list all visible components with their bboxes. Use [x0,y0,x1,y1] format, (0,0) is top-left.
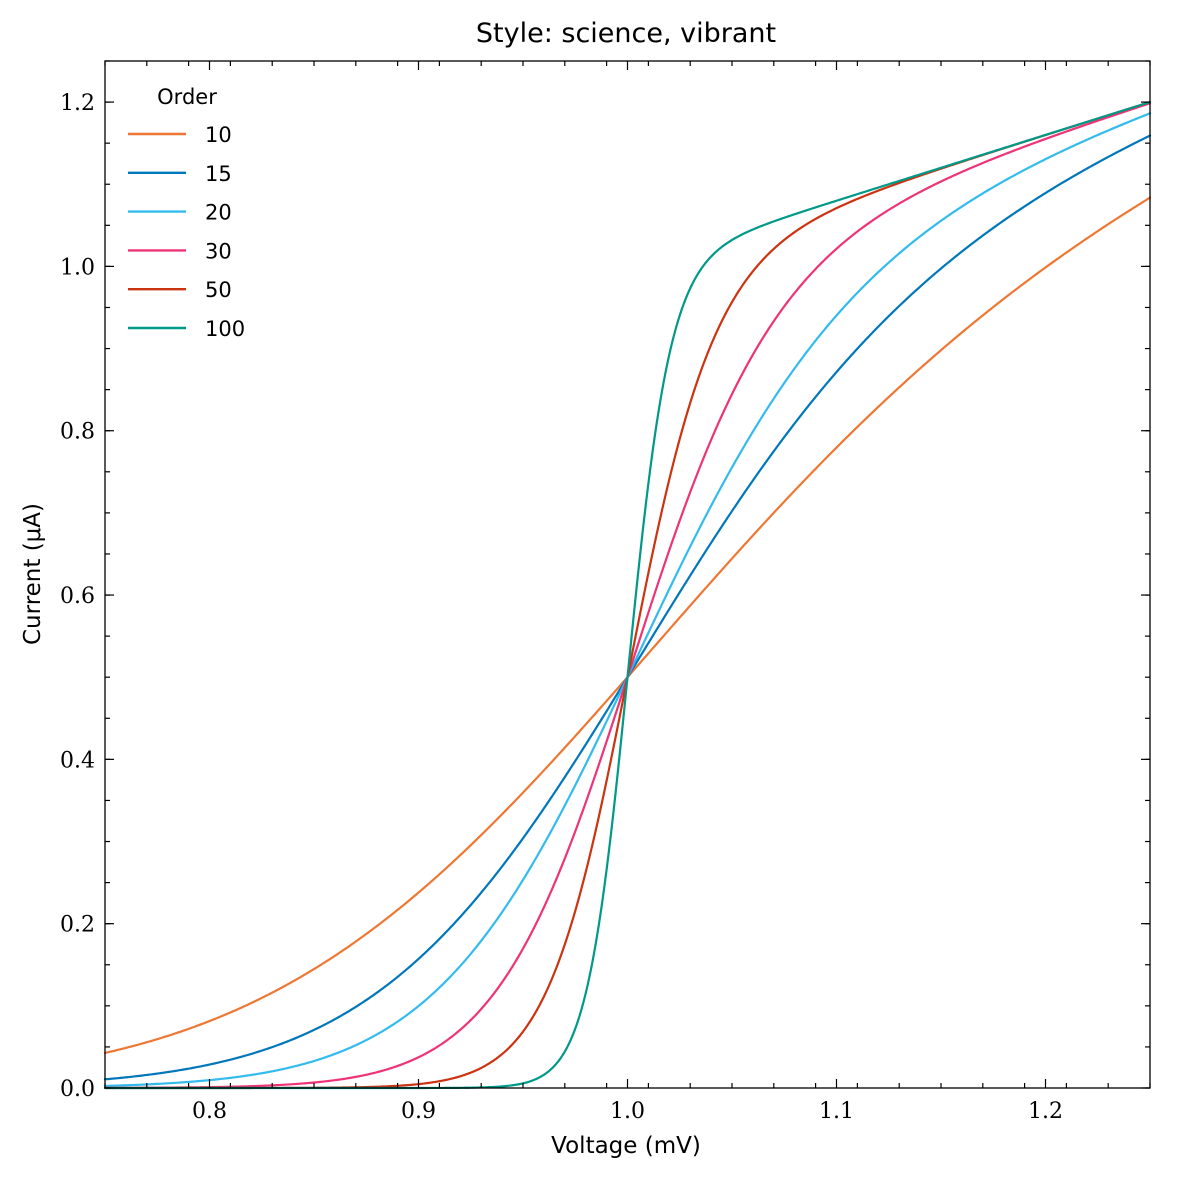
series-group [103,100,1152,1090]
legend-label-50: 50 [205,278,232,302]
legend-label-20: 20 [205,201,232,225]
y-axis-label: Current (μA) [20,503,46,645]
x-axis-label: Voltage (mV) [551,1133,701,1159]
plot-area [103,100,1152,1090]
x-tick-label: 1.1 [819,1099,854,1124]
y-tick-label: 0.8 [60,420,95,445]
legend-label-30: 30 [205,239,232,263]
ticks-group [104,60,1151,1089]
series-line-10 [103,196,1152,1055]
chart-title: Style: science, vibrant [476,18,776,49]
series-line-50 [103,100,1152,1090]
series-line-30 [103,102,1152,1089]
tick-labels-group: 0.8 0.9 1.0 1.1 1.2 0.0 0.2 0.4 0.6 0.8 1.0 1.2 [60,91,1063,1124]
x-tick-label: 0.9 [401,1099,436,1124]
legend-label-15: 15 [205,162,232,186]
plot-frame [104,60,1151,1089]
y-tick-label: 0.6 [60,584,95,609]
legend-label-10: 10 [205,123,232,147]
y-tick-label: 0.0 [60,1077,95,1102]
x-tick-label: 1.0 [610,1099,645,1124]
series-line-100 [103,100,1152,1090]
y-tick-label: 0.4 [60,748,95,773]
series-line-20 [103,112,1152,1088]
series-line-15 [103,134,1152,1081]
x-tick-label: 0.8 [192,1099,227,1124]
legend-label-100: 100 [205,317,245,341]
x-tick-label: 1.2 [1028,1099,1063,1124]
legend-items: 10 15 20 30 50 100 [128,123,245,341]
y-tick-label: 1.0 [60,255,95,280]
legend: Order 10 15 20 30 50 100 [128,85,245,341]
legend-title: Order [157,85,217,109]
y-tick-label: 1.2 [60,91,95,116]
y-tick-label: 0.2 [60,913,95,938]
